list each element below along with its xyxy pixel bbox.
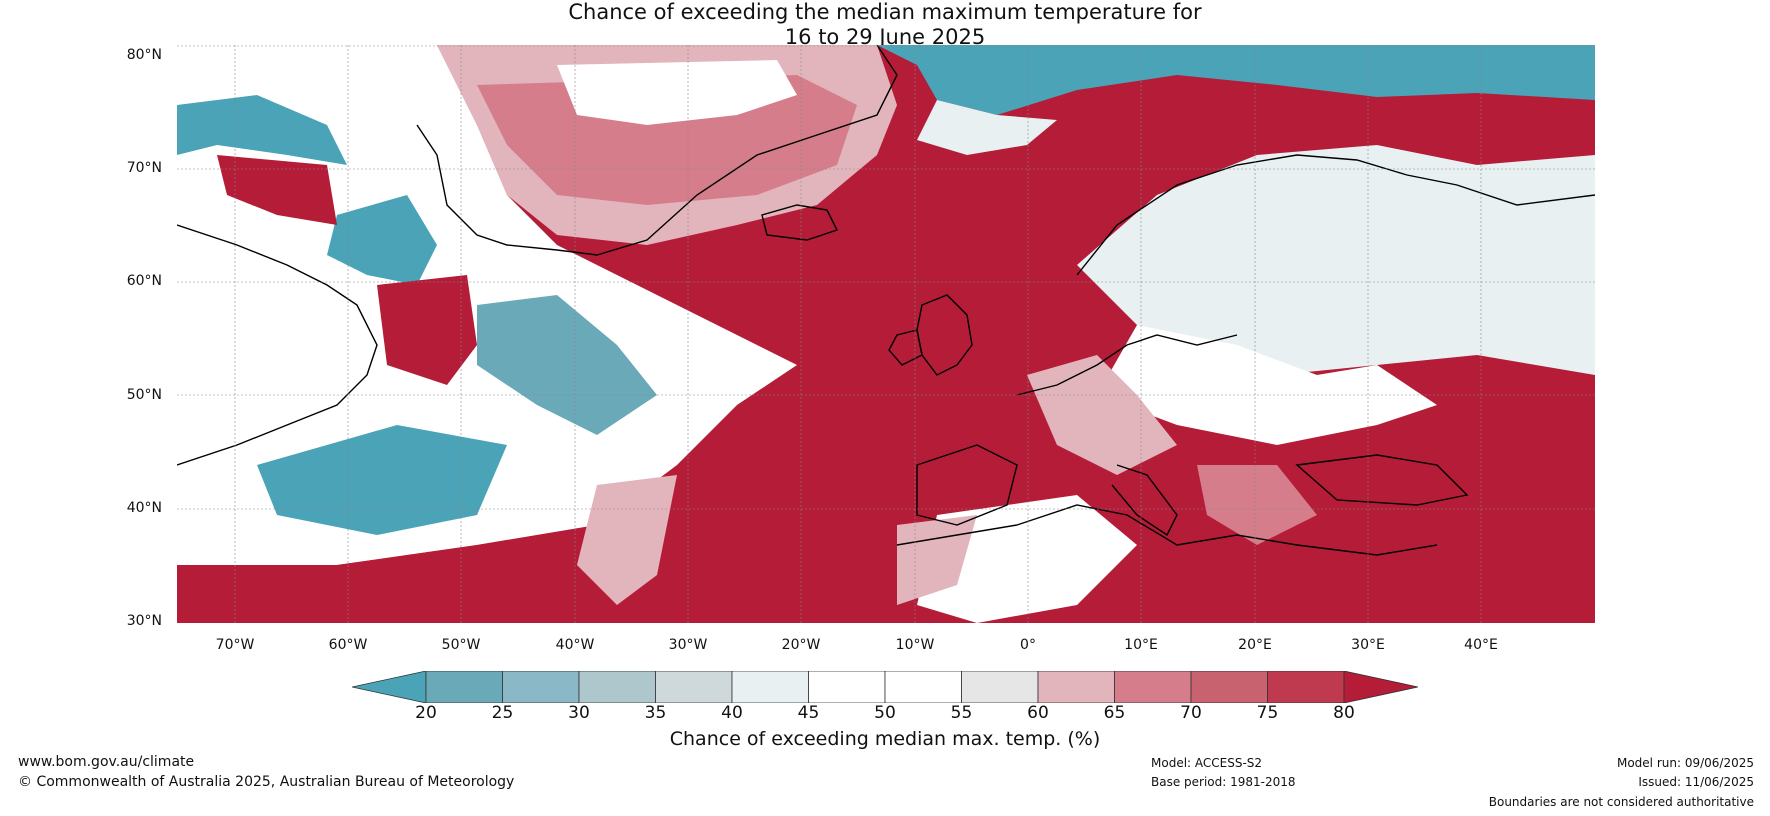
iberia-coast	[916, 444, 1018, 526]
mediterranean-pink-region	[1197, 465, 1317, 545]
colorbar-tick-label: 45	[797, 703, 820, 723]
greenland-white-region	[557, 60, 797, 125]
footer-issued: Issued: 11/06/2025	[1638, 775, 1754, 789]
lon-label-20w: 20°W	[781, 637, 821, 653]
scandinavia-coast	[1076, 154, 1595, 276]
europe-white-region	[1097, 325, 1437, 445]
lon-label-30e: 30°E	[1351, 637, 1385, 653]
labrador-teal-region	[477, 295, 657, 435]
ireland-coast	[888, 329, 923, 366]
scandinavia-neutral-region	[1077, 145, 1595, 375]
lon-label-20e: 20°E	[1238, 637, 1272, 653]
colorbar-tick-label: 80	[1333, 703, 1355, 723]
colorbar-tick-label: 50	[874, 703, 896, 723]
africa-coast	[896, 504, 1438, 556]
colorbar-segment	[502, 670, 580, 704]
colorbar-segment	[655, 670, 733, 704]
colorbar-extend-low	[351, 670, 427, 704]
lon-label-10e: 10°E	[1124, 637, 1158, 653]
lat-label-50n: 50°N	[126, 387, 162, 403]
lat-label-30n: 30°N	[126, 613, 162, 629]
lon-label-30w: 30°W	[668, 637, 708, 653]
turkey-coast	[1295, 454, 1469, 506]
graticule	[177, 45, 1595, 623]
colorbar-tick-label: 75	[1256, 703, 1279, 723]
colorbar-tick-label: 40	[721, 703, 743, 723]
italy-coast	[1111, 464, 1178, 537]
footer-model: Model: ACCESS-S2	[1151, 756, 1263, 770]
footer-copyright: © Commonwealth of Australia 2025, Austra…	[18, 774, 515, 790]
lon-label-50w: 50°W	[441, 637, 481, 653]
lon-label-0: 0°	[1020, 637, 1036, 653]
coastlines	[177, 45, 1595, 556]
lon-label-10w: 10°W	[895, 637, 935, 653]
baffin-red-region	[217, 155, 337, 225]
colorbar-tick-label: 55	[950, 703, 973, 723]
colorbar-segment	[578, 670, 656, 704]
colorbar-tick-label: 70	[1180, 703, 1202, 723]
subtropic-pink-region	[577, 475, 677, 605]
colorbar-segment	[1037, 670, 1115, 704]
colorbar-segment	[808, 670, 886, 704]
colorbar-tick-label: 30	[568, 703, 590, 723]
lat-label-60n: 60°N	[126, 273, 162, 289]
footer-base-period: Base period: 1981-2018	[1151, 775, 1296, 789]
canada-coast	[177, 224, 378, 466]
colorbar-segment	[425, 670, 503, 704]
canada-red-region	[377, 275, 477, 385]
lon-label-40e: 40°E	[1464, 637, 1498, 653]
europe-pink-region	[1027, 355, 1177, 475]
arctic-teal-region	[877, 45, 1595, 115]
colorbar-segment	[731, 670, 809, 704]
colorbar-segment	[884, 670, 962, 704]
footer-disclaimer: Boundaries are not considered authoritat…	[1488, 795, 1754, 809]
footer-model-run: Model run: 09/06/2025	[1616, 756, 1754, 770]
colorbar-label: Chance of exceeding median max. temp. (%…	[669, 728, 1101, 750]
forecast-map	[177, 45, 1595, 623]
greenland-mid-region	[477, 75, 857, 205]
colorbar-tick-label: 60	[1027, 703, 1049, 723]
lat-label-70n: 70°N	[126, 160, 162, 176]
lon-label-40w: 40°W	[555, 637, 595, 653]
canada-teal-region-2	[327, 195, 437, 285]
canada-teal-region-1	[177, 95, 347, 165]
map-title: Chance of exceeding the median maximum t…	[0, 0, 1770, 50]
colorbar-tick-label: 35	[644, 703, 667, 723]
colorbar-tick-label: 25	[491, 703, 514, 723]
europe-coast	[1016, 334, 1238, 396]
greenland-coast	[416, 45, 898, 256]
lat-label-80n: 80°N	[126, 47, 162, 63]
subtropic-red-region	[177, 525, 677, 623]
colorbar-extend-high	[1343, 670, 1419, 704]
footer-website: www.bom.gov.au/climate	[18, 754, 195, 770]
lon-label-60w: 60°W	[328, 637, 368, 653]
colorbar-segment	[1114, 670, 1192, 704]
colorbar-segment	[1190, 670, 1268, 704]
iceland-coast	[761, 204, 838, 241]
lat-label-40n: 40°N	[126, 500, 162, 516]
colorbar-tick-label: 65	[1103, 703, 1126, 723]
arctic-white-band	[917, 100, 1057, 155]
africa-pink-region	[897, 515, 977, 605]
colorbar	[351, 670, 1419, 707]
colorbar-segment	[961, 670, 1039, 704]
colorbar-segment	[1267, 670, 1345, 704]
atlantic-teal-region	[257, 425, 507, 535]
colorbar-tick-label: 20	[415, 703, 437, 723]
lon-label-70w: 70°W	[215, 637, 255, 653]
title-line-1: Chance of exceeding the median maximum t…	[568, 0, 1202, 24]
